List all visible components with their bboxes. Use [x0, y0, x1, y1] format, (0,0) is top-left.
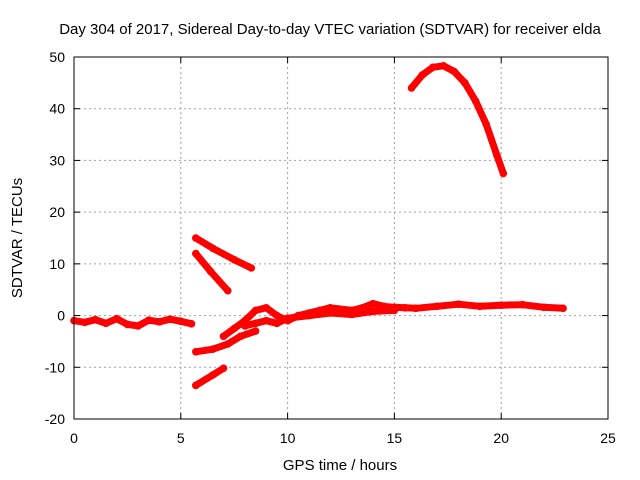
- data-point: [230, 255, 238, 264]
- data-point: [283, 314, 292, 323]
- data-point: [224, 286, 232, 295]
- data-point: [206, 267, 215, 276]
- y-tick-label: 10: [49, 256, 65, 272]
- plot-frame: [73, 56, 609, 420]
- x-tick-label: 20: [493, 430, 509, 446]
- data-point: [439, 62, 448, 70]
- data-point: [102, 319, 110, 328]
- tick-labels: 0 5 10 15 20 25 -20 -10 0 10 20 30 40 50: [45, 49, 616, 446]
- data-point: [461, 79, 469, 87]
- data-point: [305, 311, 313, 320]
- y-axis-label: SDTVAR / TECUs: [9, 178, 26, 298]
- data-point: [518, 300, 527, 309]
- data-point: [262, 304, 271, 312]
- y-tick-label: -20: [45, 411, 65, 427]
- data-point: [251, 319, 260, 328]
- data-point: [450, 67, 459, 76]
- x-tick-label: 15: [387, 430, 403, 446]
- data-point: [209, 345, 217, 354]
- x-tick-label: 10: [280, 430, 296, 446]
- data-point: [499, 169, 508, 178]
- data-point: [412, 304, 420, 313]
- y-tick-label: 0: [57, 308, 65, 324]
- data-point: [219, 364, 228, 373]
- x-axis-label: GPS time / hours: [283, 457, 397, 474]
- data-point: [209, 371, 217, 379]
- series-line-track-8: [408, 62, 507, 177]
- data-point: [251, 327, 260, 335]
- data-point: [134, 322, 142, 330]
- chart-title: Day 304 of 2017, Sidereal Day-to-day VTE…: [59, 21, 601, 38]
- data-point: [482, 120, 491, 128]
- data-point: [192, 249, 200, 258]
- y-tick-label: 50: [49, 49, 65, 65]
- data-point: [247, 264, 256, 272]
- data-point: [251, 306, 260, 315]
- data-point: [219, 332, 228, 341]
- data-point: [91, 315, 100, 324]
- data-point: [145, 316, 153, 325]
- data-point: [418, 71, 427, 79]
- data-point: [369, 307, 377, 316]
- data-point: [192, 348, 200, 356]
- data-point: [369, 299, 377, 308]
- data-point: [454, 300, 463, 309]
- data-point: [155, 318, 164, 326]
- data-point: [80, 318, 89, 327]
- data-point: [497, 301, 506, 310]
- data-point: [433, 302, 441, 311]
- y-tick-label: 30: [49, 152, 65, 168]
- data-point: [241, 322, 249, 330]
- data-point: [326, 309, 335, 317]
- series-group: [70, 62, 567, 390]
- x-tick-label: 0: [70, 430, 78, 446]
- series-line-track-7: [241, 306, 398, 330]
- data-point: [476, 302, 484, 311]
- series-line-track-2: [192, 234, 255, 272]
- data-point: [429, 63, 437, 72]
- data-point: [559, 304, 567, 313]
- grid: [74, 57, 608, 419]
- data-point: [166, 315, 174, 324]
- axis-ticks: [73, 56, 609, 420]
- data-point: [471, 97, 480, 105]
- data-point: [236, 332, 245, 341]
- data-point: [273, 311, 281, 320]
- y-tick-label: -10: [45, 359, 65, 375]
- data-point: [273, 319, 281, 328]
- data-point: [230, 324, 238, 333]
- data-point: [177, 317, 185, 326]
- data-point: [407, 84, 416, 92]
- data-point: [347, 310, 356, 319]
- x-tick-label: 25: [600, 430, 616, 446]
- data-point: [224, 340, 232, 348]
- data-point: [209, 244, 217, 253]
- data-point: [192, 234, 200, 242]
- data-point: [262, 316, 271, 325]
- data-point: [540, 303, 548, 312]
- data-point: [493, 151, 501, 160]
- y-tick-label: 20: [49, 204, 65, 220]
- data-point: [401, 304, 409, 312]
- y-tick-label: 40: [49, 101, 65, 117]
- data-point: [390, 306, 399, 315]
- data-point: [187, 320, 196, 328]
- x-tick-label: 5: [177, 430, 185, 446]
- data-point: [192, 381, 200, 390]
- data-point: [112, 314, 121, 323]
- data-point: [123, 320, 132, 329]
